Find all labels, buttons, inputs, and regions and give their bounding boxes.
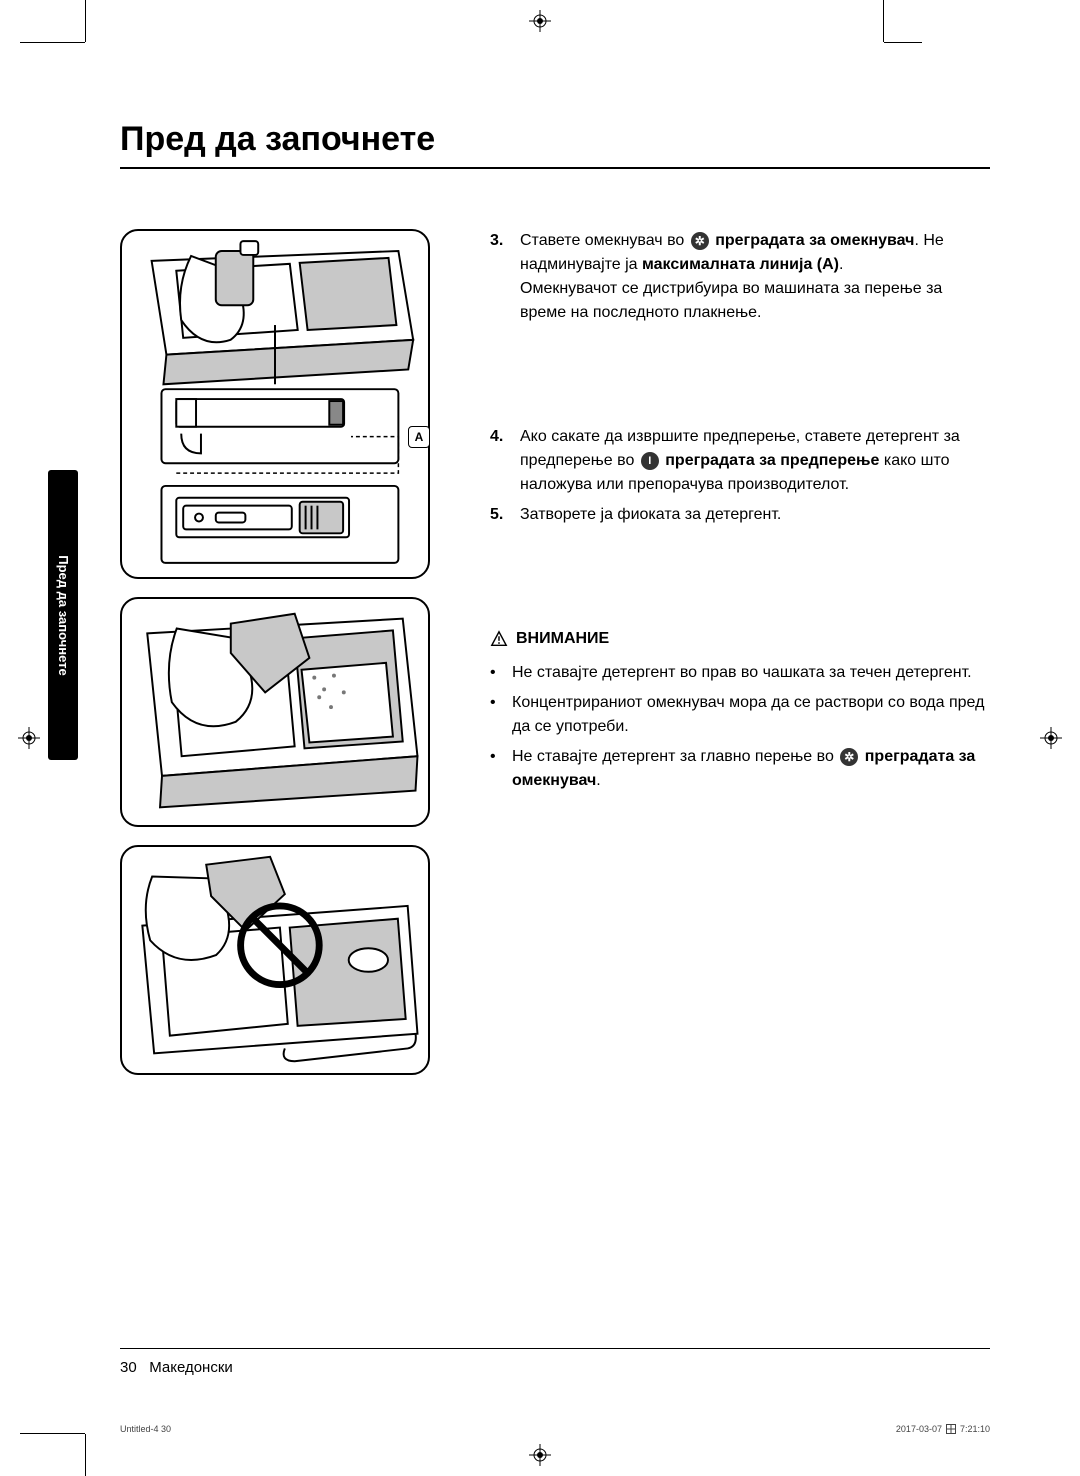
step-number: 4.: [490, 425, 510, 497]
prewash-icon: I: [641, 452, 659, 470]
text: .: [839, 256, 843, 273]
meta-time: 7:21:10: [960, 1424, 990, 1434]
text: Не ставајте детергент за главно перење в…: [512, 748, 838, 765]
meta-date: 2017-03-07: [896, 1424, 942, 1434]
print-meta-footer: Untitled-4 30 2017-03-07 7:21:10: [120, 1424, 990, 1434]
softener-icon: ✲: [840, 748, 858, 766]
meta-filename: Untitled-4 30: [120, 1424, 171, 1434]
text: Омекнувачот се дистрибуира во машината з…: [520, 277, 990, 325]
text-bold: преградата за предперење: [665, 452, 879, 469]
meta-separator-icon: [946, 1424, 956, 1434]
registration-mark-icon: [18, 727, 40, 749]
warning-title: ВНИМАНИЕ: [516, 627, 609, 651]
registration-mark-icon: [529, 1444, 551, 1466]
warning-icon: [490, 630, 508, 648]
text-bold: преградата за омекнувач: [715, 232, 914, 249]
crop-mark: [884, 42, 922, 43]
crop-mark: [85, 0, 86, 42]
registration-mark-icon: [1040, 727, 1062, 749]
text-bold: максималната линија (A): [642, 256, 839, 273]
page-title: Пред да започнете: [120, 120, 990, 169]
step-number: 5.: [490, 503, 510, 527]
page-number: 30: [120, 1359, 137, 1376]
side-tab: Пред да започнете: [48, 470, 78, 760]
label-a-marker: A: [408, 426, 430, 448]
registration-mark-icon: [529, 10, 551, 32]
side-tab-label: Пред да започнете: [56, 555, 71, 676]
page-language: Македонски: [149, 1359, 233, 1376]
page-footer: 30 Македонски: [120, 1348, 990, 1376]
figure-softener-drawer: A: [120, 229, 430, 579]
text: Ставете омекнувач во: [520, 232, 689, 249]
step-4-text: Ако сакате да извршите предперење, ставе…: [520, 425, 990, 497]
crop-mark: [85, 1434, 86, 1476]
figure-prewash-drawer: [120, 597, 430, 827]
text: .: [596, 772, 600, 789]
step-3-text: Ставете омекнувач во ✲ преградата за оме…: [520, 229, 990, 325]
warning-bullet: Не ставајте детергент за главно перење в…: [512, 745, 990, 793]
crop-mark: [20, 42, 85, 43]
figure-warning-no-powder: [120, 845, 430, 1075]
crop-mark: [20, 1433, 85, 1434]
warning-bullet: Концентрираниот омекнувач мора да се рас…: [512, 691, 990, 739]
step-5-text: Затворете ја фиоката за детергент.: [520, 503, 990, 527]
warning-bullet: Не ставајте детергент во прав во чашката…: [512, 661, 972, 685]
step-number: 3.: [490, 229, 510, 325]
softener-icon: ✲: [691, 232, 709, 250]
crop-mark: [883, 0, 884, 42]
